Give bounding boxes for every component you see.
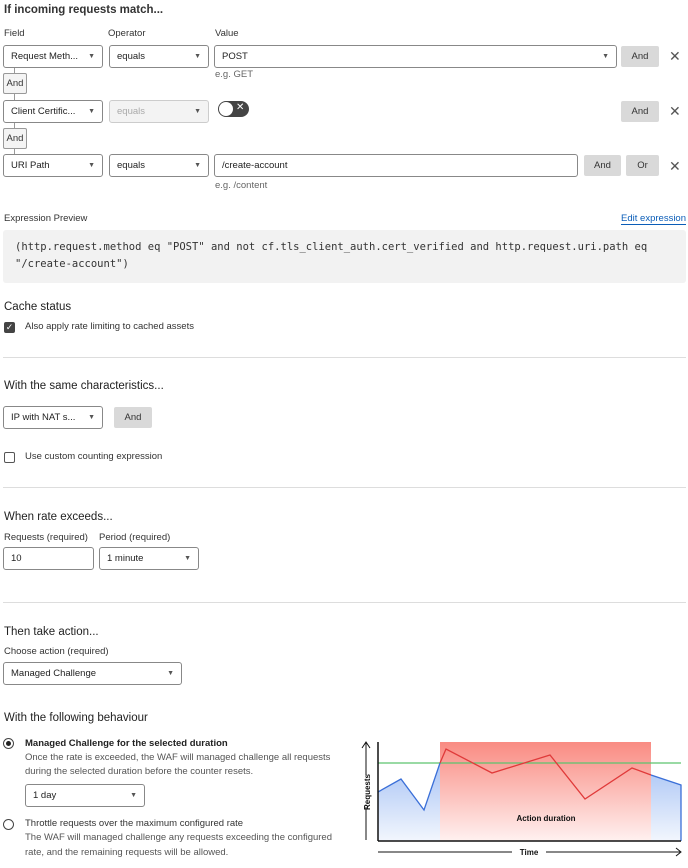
chevron-down-icon: ▼ [194, 162, 201, 169]
close-icon[interactable]: ✕ [669, 48, 681, 64]
option2-description: rate, and the remaining requests will be… [25, 847, 229, 858]
characteristic-and-button[interactable]: And [114, 407, 152, 428]
action-value: Managed Challenge [11, 668, 97, 679]
chevron-down-icon: ▼ [194, 108, 201, 115]
y-axis-label: Requests [363, 773, 372, 810]
field-value: Request Meth... [11, 51, 79, 62]
operator-select-1[interactable]: equals ▼ [109, 45, 209, 68]
x-axis-label: Time [520, 848, 539, 857]
blue-line [377, 762, 441, 812]
duration-select[interactable]: 1 day ▼ [25, 784, 145, 807]
requests-input[interactable]: 10 [3, 547, 94, 570]
and-button-1[interactable]: And [621, 46, 659, 67]
option1-title: Managed Challenge for the selected durat… [25, 738, 228, 749]
radio-managed-challenge-duration[interactable] [3, 738, 14, 749]
blue-line [650, 774, 682, 841]
chevron-down-icon: ▼ [88, 108, 95, 115]
expression-preview: (http.request.method eq "POST" and not c… [3, 230, 686, 283]
option1-description: Once the rate is exceeded, the WAF will … [25, 752, 331, 763]
or-button-3[interactable]: Or [626, 155, 659, 176]
characteristic-select[interactable]: IP with NAT s... ▼ [3, 406, 103, 429]
operator-column-label: Operator [108, 28, 146, 39]
behaviour-title: With the following behaviour [4, 712, 148, 724]
field-value: Client Certific... [11, 106, 76, 117]
chevron-down-icon: ▼ [88, 53, 95, 60]
chevron-down-icon: ▼ [88, 414, 95, 421]
operator-select-2: equals ▼ [109, 100, 209, 123]
cache-status-title: Cache status [4, 301, 72, 313]
action-label: Choose action (required) [4, 646, 109, 657]
operator-value: equals [117, 51, 145, 62]
action-select[interactable]: Managed Challenge ▼ [3, 662, 182, 685]
toggle-knob [219, 102, 233, 116]
duration-value: 1 day [33, 790, 57, 801]
expression-line: "/create-account") [15, 258, 129, 270]
close-icon[interactable]: ✕ [669, 103, 681, 119]
field-column-label: Field [4, 28, 25, 39]
custom-counting-checkbox[interactable] [4, 452, 15, 463]
cache-checkbox-label: Also apply rate limiting to cached asset… [25, 321, 194, 332]
value-input-3[interactable]: /create-account [214, 154, 578, 177]
option1-description: during the selected duration before the … [25, 766, 254, 777]
operator-value: equals [117, 106, 145, 117]
chevron-down-icon: ▼ [167, 670, 174, 677]
chevron-down-icon: ▼ [130, 792, 137, 799]
and-connector-2[interactable]: And [3, 128, 27, 149]
value-hint-3: e.g. /content [215, 180, 268, 191]
value-select-1[interactable]: POST ▼ [214, 45, 617, 68]
band-label: Action duration [516, 814, 575, 823]
rate-title: When rate exceeds... [4, 511, 113, 523]
certificate-toggle[interactable]: ✕ [218, 101, 249, 117]
characteristics-title: With the same characteristics... [4, 380, 164, 392]
requests-label: Requests (required) [4, 532, 88, 543]
characteristic-value: IP with NAT s... [11, 412, 76, 423]
edit-expression-link[interactable]: Edit expression [621, 213, 686, 225]
expression-preview-label: Expression Preview [4, 213, 88, 224]
value-text: POST [222, 51, 248, 62]
period-value: 1 minute [107, 553, 144, 564]
period-select[interactable]: 1 minute ▼ [99, 547, 199, 570]
and-connector-1[interactable]: And [3, 73, 27, 94]
field-select-3[interactable]: URI Path ▼ [3, 154, 103, 177]
arrow-right-icon [675, 847, 682, 857]
cache-checkbox[interactable]: ✓ [4, 322, 15, 333]
divider [3, 602, 686, 603]
x-icon: ✕ [236, 102, 245, 113]
radio-throttle-requests[interactable] [3, 819, 14, 830]
chevron-down-icon: ▼ [194, 53, 201, 60]
divider [3, 487, 686, 488]
operator-select-3[interactable]: equals ▼ [109, 154, 209, 177]
value-column-label: Value [215, 28, 239, 39]
close-icon[interactable]: ✕ [669, 158, 681, 174]
custom-counting-label: Use custom counting expression [25, 451, 163, 462]
value-hint-1: e.g. GET [215, 69, 254, 80]
option2-title: Throttle requests over the maximum confi… [25, 818, 244, 829]
and-button-3[interactable]: And [584, 155, 621, 176]
and-button-2[interactable]: And [621, 101, 659, 122]
red-line [439, 748, 652, 800]
arrow-up-icon [361, 741, 371, 749]
chevron-down-icon: ▼ [88, 162, 95, 169]
period-label: Period (required) [99, 532, 171, 543]
section-title-match: If incoming requests match... [4, 4, 164, 16]
action-duration-band [440, 742, 651, 841]
field-value: URI Path [11, 160, 50, 171]
expression-line: (http.request.method eq "POST" and not c… [15, 241, 648, 253]
divider [3, 357, 686, 358]
rate-limit-illustration: Requests Time Action duration [356, 741, 682, 858]
chevron-down-icon: ▼ [602, 53, 609, 60]
action-title: Then take action... [4, 626, 99, 638]
field-select-2[interactable]: Client Certific... ▼ [3, 100, 103, 123]
chevron-down-icon: ▼ [184, 555, 191, 562]
operator-value: equals [117, 160, 145, 171]
option2-description: The WAF will managed challenge any reque… [25, 832, 332, 843]
field-select-1[interactable]: Request Meth... ▼ [3, 45, 103, 68]
